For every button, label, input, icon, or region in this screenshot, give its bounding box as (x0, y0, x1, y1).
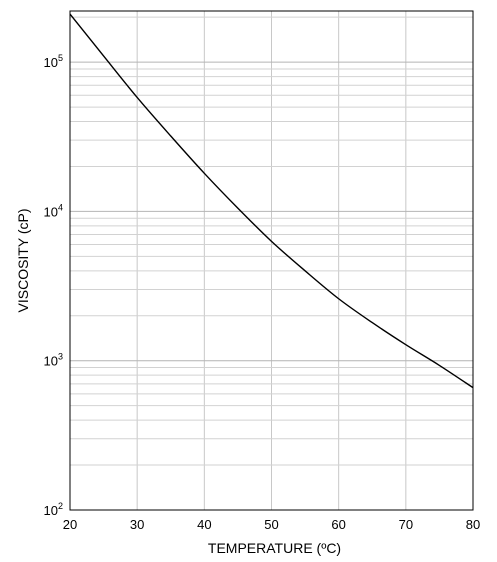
y-tick-label: 102 (44, 501, 63, 518)
plot-frame (69, 10, 474, 511)
x-tick-label: 20 (63, 517, 77, 532)
x-tick-label: 80 (466, 517, 480, 532)
x-tick-label: 50 (264, 517, 278, 532)
y-tick-exponent: 5 (58, 53, 63, 63)
series-line-layer (69, 13, 474, 389)
viscosity-curve (69, 13, 474, 389)
y-tick-exponent: 3 (58, 352, 63, 362)
y-tick-base: 10 (44, 55, 58, 70)
y-tick-exponent: 4 (58, 202, 63, 212)
y-tick-label: 105 (44, 53, 63, 70)
x-tick-labels: 20 30 40 50 60 70 80 (63, 517, 480, 532)
y-tick-base: 10 (44, 503, 58, 518)
x-tick-label: 40 (197, 517, 211, 532)
y-axis-label: VISCOSITY (cP) (15, 209, 31, 313)
x-tick-label: 60 (331, 517, 345, 532)
x-tick-label: 30 (130, 517, 144, 532)
y-tick-label: 104 (44, 202, 63, 219)
x-tick-label: 70 (399, 517, 413, 532)
y-tick-base: 10 (44, 354, 58, 369)
x-axis-label: TEMPERATURE (ºC) (208, 540, 341, 556)
y-tick-label: 103 (44, 352, 63, 369)
grid (69, 11, 474, 511)
y-tick-base: 10 (44, 204, 58, 219)
y-tick-exponent: 2 (58, 501, 63, 511)
